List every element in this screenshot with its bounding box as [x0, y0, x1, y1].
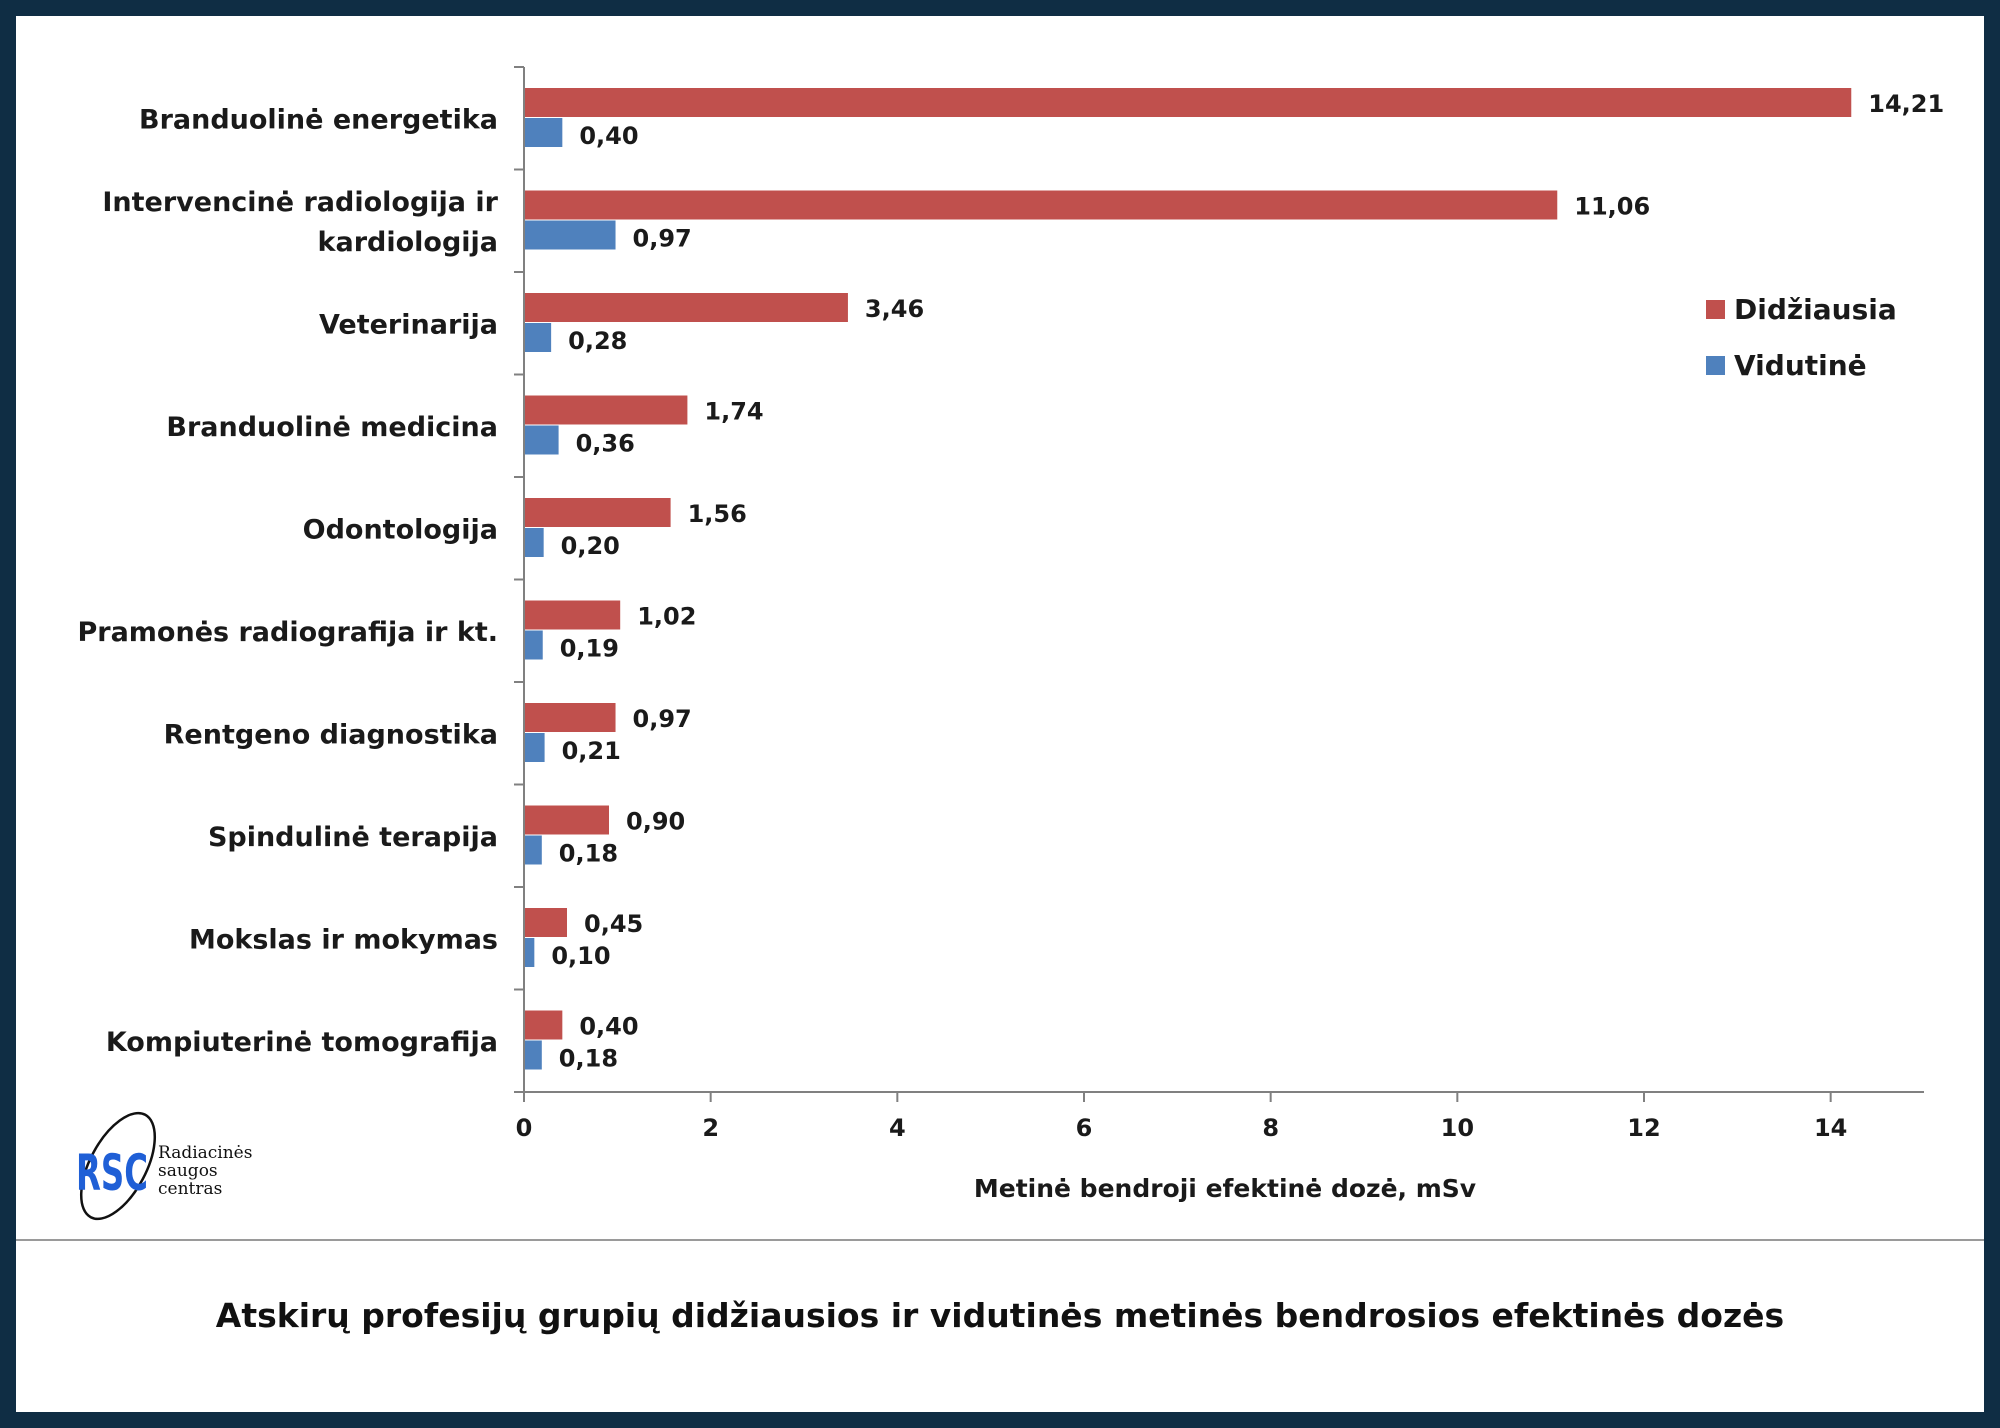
x-tick-label: 14 [1814, 1114, 1847, 1142]
data-label-didziausia: 1,74 [704, 398, 763, 426]
bar-didziausia [525, 395, 688, 425]
data-label-vidutine: 0,36 [576, 430, 635, 458]
bar-vidutine [525, 938, 535, 967]
data-label-vidutine: 0,10 [551, 942, 610, 970]
bar-vidutine [525, 528, 544, 557]
data-label-didziausia: 0,45 [584, 910, 643, 938]
x-tick-label: 8 [1262, 1114, 1279, 1142]
bar-vidutine [525, 425, 559, 455]
x-tick-label: 12 [1627, 1114, 1660, 1142]
legend-swatch-didziausia [1706, 300, 1725, 319]
bar-vidutine [525, 733, 545, 762]
data-label-vidutine: 0,28 [568, 327, 627, 355]
data-label-didziausia: 0,97 [633, 705, 692, 733]
bar-vidutine [525, 630, 543, 660]
x-tick-label: 10 [1441, 1114, 1474, 1142]
category-label: Branduolinė medicina [166, 412, 498, 443]
data-label-didziausia: 11,06 [1574, 193, 1650, 221]
bar-didziausia [525, 600, 621, 630]
x-tick-label: 0 [516, 1114, 533, 1142]
x-axis-label: Metinė bendroji efektinė dozė, mSv [974, 1174, 1476, 1203]
data-label-vidutine: 0,20 [561, 532, 620, 560]
caption-divider [16, 1239, 1984, 1241]
bar-didziausia [525, 908, 567, 937]
category-label: Odontologija [303, 514, 498, 545]
x-tick-label: 4 [889, 1114, 906, 1142]
bar-didziausia [525, 190, 1558, 220]
category-label: kardiologija [318, 227, 498, 258]
chart-frame: 0 2 4 6 8 10 12 14 Metinė bendroji efektinė dozė… [16, 16, 1984, 1412]
category-label: Branduolinė energetika [139, 104, 498, 135]
data-label-didziausia: 1,02 [637, 603, 696, 631]
logo-line-2: saugos [158, 1161, 218, 1181]
bar-didziausia [525, 703, 616, 732]
data-label-vidutine: 0,19 [560, 635, 619, 663]
bar-vidutine [525, 220, 616, 250]
category-label: Intervencinė radiologija ir [102, 187, 498, 218]
bar-vidutine [525, 835, 542, 865]
bar-didziausia [525, 498, 671, 527]
bar-vidutine [525, 1040, 542, 1070]
legend-swatch-vidutine [1706, 356, 1725, 375]
data-label-didziausia: 3,46 [865, 295, 924, 323]
bar-vidutine [525, 118, 563, 147]
logo-ellipse [79, 1111, 157, 1221]
x-tick-label: 6 [1076, 1114, 1093, 1142]
data-label-didziausia: 1,56 [688, 500, 747, 528]
bar-chart: 0 2 4 6 8 10 12 14 Metinė bendroji efektinė dozė… [77, 66, 1944, 1203]
category-label: Rentgeno diagnostika [164, 719, 498, 750]
bar-didziausia [525, 88, 1852, 117]
bar-didziausia [525, 805, 609, 835]
data-label-vidutine: 0,97 [633, 225, 692, 253]
bar-didziausia [525, 293, 848, 322]
legend-label-vidutine: Vidutinė [1734, 349, 1867, 382]
x-tick-label: 2 [702, 1114, 719, 1142]
data-label-vidutine: 0,18 [559, 1045, 618, 1073]
data-label-vidutine: 0,18 [559, 840, 618, 868]
category-label: Mokslas ir mokymas [189, 924, 498, 955]
rsc-logo: RSC [76, 1111, 157, 1221]
bar-didziausia [525, 1010, 563, 1040]
category-label: Kompiuterinė tomografija [106, 1027, 498, 1058]
category-label: Spindulinė terapija [208, 822, 498, 853]
category-label: Pramonės radiografija ir kt. [77, 617, 498, 648]
figure-caption: Atskirų profesijų grupių didžiausios ir … [215, 1296, 1785, 1335]
data-label-didziausia: 14,21 [1868, 90, 1944, 118]
data-label-didziausia: 0,90 [626, 808, 685, 836]
logo-line-1: Radiacinės [158, 1143, 253, 1163]
logo-mark: RSC [76, 1144, 148, 1202]
bar-vidutine [525, 323, 552, 352]
data-label-vidutine: 0,21 [562, 737, 621, 765]
logo-text: Radiacinės saugos centras [158, 1144, 252, 1198]
legend-label-didziausia: Didžiausia [1734, 293, 1897, 326]
data-label-didziausia: 0,40 [579, 1013, 638, 1041]
data-label-vidutine: 0,40 [579, 122, 638, 150]
logo-line-3: centras [158, 1179, 223, 1199]
category-label: Veterinarija [319, 309, 498, 340]
